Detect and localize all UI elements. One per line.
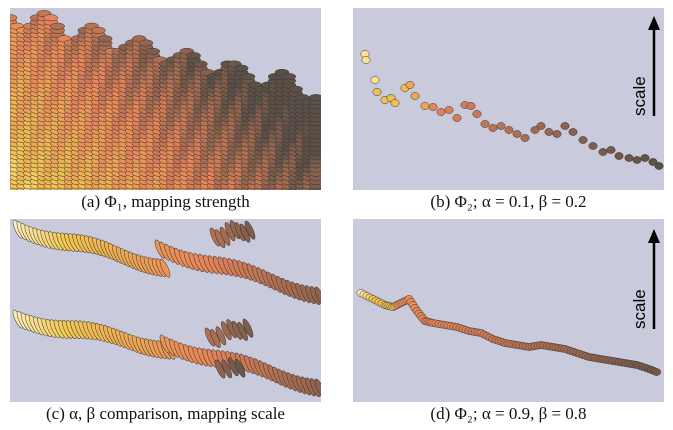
glyph xyxy=(221,359,232,379)
glyph xyxy=(504,126,514,134)
glyph xyxy=(159,258,171,278)
glyph xyxy=(361,56,371,64)
panel-d-glyph-path: scale xyxy=(356,229,661,376)
glyph xyxy=(10,14,18,22)
glyph xyxy=(466,102,476,110)
glyph xyxy=(370,76,380,84)
caption-c: (c) α, β comparison, mapping scale xyxy=(46,404,285,423)
glyph xyxy=(568,128,578,136)
panel-c-alpha-beta-comparison xyxy=(10,219,321,402)
panel-a-glyph-cloud xyxy=(10,10,321,190)
glyph xyxy=(390,99,400,107)
glyph xyxy=(405,81,415,89)
glyph xyxy=(428,103,438,111)
glyph xyxy=(145,47,161,55)
glyph xyxy=(219,226,231,246)
glyph xyxy=(496,122,506,130)
glyph xyxy=(488,124,498,132)
glyph xyxy=(193,60,208,68)
caption-a: (a) Φ₁, mapping strength xyxy=(81,192,250,211)
glyph xyxy=(588,142,598,150)
panel-b-glyph-path: scale xyxy=(360,16,664,170)
panel-c-glyph-bands xyxy=(12,219,321,398)
glyph xyxy=(234,358,246,378)
glyph xyxy=(410,92,420,100)
scale-label: scale xyxy=(630,76,649,116)
glyph xyxy=(97,35,113,43)
glyph xyxy=(624,154,634,162)
scale-arrow-icon xyxy=(648,229,660,329)
panel-a-mapping-strength xyxy=(10,8,321,190)
glyph xyxy=(138,39,154,47)
glyph xyxy=(244,220,256,240)
glyph xyxy=(308,94,321,102)
glyph xyxy=(50,22,65,30)
glyph xyxy=(314,286,321,306)
glyph xyxy=(654,162,664,170)
glyph xyxy=(648,158,658,166)
glyph xyxy=(606,146,616,154)
glyph xyxy=(560,122,570,130)
glyph xyxy=(372,88,382,96)
glyph xyxy=(598,148,608,156)
glyph xyxy=(614,152,624,160)
caption-b: (b) Φ₂; α = 0.1, β = 0.2 xyxy=(430,192,587,211)
glyph xyxy=(552,130,562,138)
panel-b-low-alpha-beta: scale xyxy=(353,8,664,190)
scale-label: scale xyxy=(630,289,649,329)
glyph xyxy=(544,128,554,136)
glyph xyxy=(215,326,227,346)
glyph xyxy=(91,26,106,34)
panel-d-high-alpha-beta: scale xyxy=(353,219,664,402)
glyph xyxy=(578,136,588,144)
glyph xyxy=(530,126,540,134)
glyph xyxy=(186,52,201,60)
glyph xyxy=(288,85,303,93)
glyph xyxy=(314,378,321,398)
glyph xyxy=(452,114,462,122)
glyph xyxy=(480,120,490,128)
glyph xyxy=(242,318,254,338)
caption-d: (d) Φ₂; α = 0.9, β = 0.8 xyxy=(430,404,587,423)
glyph xyxy=(281,73,297,81)
glyph xyxy=(233,64,249,72)
glyph xyxy=(240,73,256,81)
glyph xyxy=(536,122,546,130)
scale-arrow-icon xyxy=(648,16,660,116)
glyph xyxy=(520,134,530,142)
glyph xyxy=(652,368,661,376)
glyph xyxy=(512,130,522,138)
glyph xyxy=(436,108,446,116)
glyph xyxy=(43,14,59,22)
glyph xyxy=(640,154,650,162)
glyph xyxy=(632,156,642,164)
glyph xyxy=(444,106,454,114)
glyph xyxy=(420,102,430,110)
glyph xyxy=(472,110,482,118)
